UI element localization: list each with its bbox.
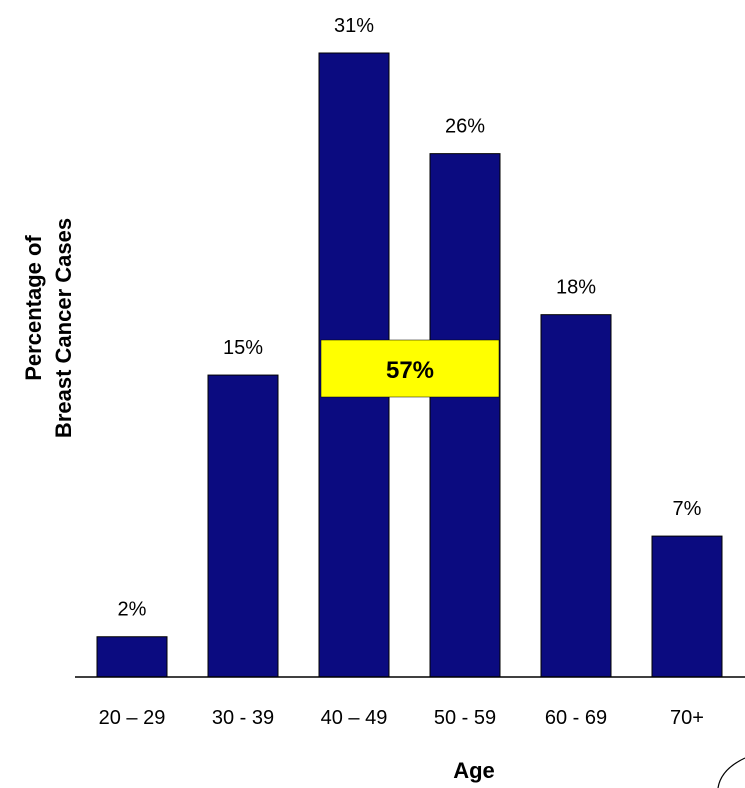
x-axis-title: Age bbox=[453, 758, 495, 783]
bar-3 bbox=[429, 153, 501, 678]
y-axis-title-line-2: Breast Cancer Cases bbox=[51, 218, 76, 438]
data-label-3: 26% bbox=[445, 116, 485, 138]
bar-0 bbox=[96, 636, 168, 678]
x-tick-label-0: 20 – 29 bbox=[99, 707, 166, 729]
callout-rect bbox=[320, 339, 500, 398]
corner-curl-decoration bbox=[717, 757, 745, 788]
x-tick-label-3: 50 - 59 bbox=[434, 707, 496, 729]
callout-label: 57% bbox=[386, 357, 434, 384]
x-tick-label-1: 30 - 39 bbox=[212, 707, 274, 729]
tick-labels-group: 20 – 29 30 - 39 40 – 49 50 - 59 60 - 69 70+ bbox=[99, 707, 704, 729]
callout-box: 57% bbox=[320, 339, 500, 398]
x-tick-label-4: 60 - 69 bbox=[545, 707, 607, 729]
data-label-1: 15% bbox=[223, 337, 263, 359]
bar-1 bbox=[207, 374, 279, 678]
bar-5 bbox=[651, 535, 723, 678]
data-labels-group: 2% 15% 31% 26% 18% 7% bbox=[118, 15, 702, 621]
data-label-2: 31% bbox=[334, 15, 374, 37]
bar-4 bbox=[540, 314, 612, 678]
data-label-0: 2% bbox=[118, 599, 147, 621]
x-tick-label-2: 40 – 49 bbox=[321, 707, 388, 729]
data-label-5: 7% bbox=[673, 498, 702, 520]
data-label-4: 18% bbox=[556, 277, 596, 299]
y-axis-title-line-1: Percentage of bbox=[21, 235, 46, 381]
x-tick-label-5: 70+ bbox=[670, 707, 704, 729]
